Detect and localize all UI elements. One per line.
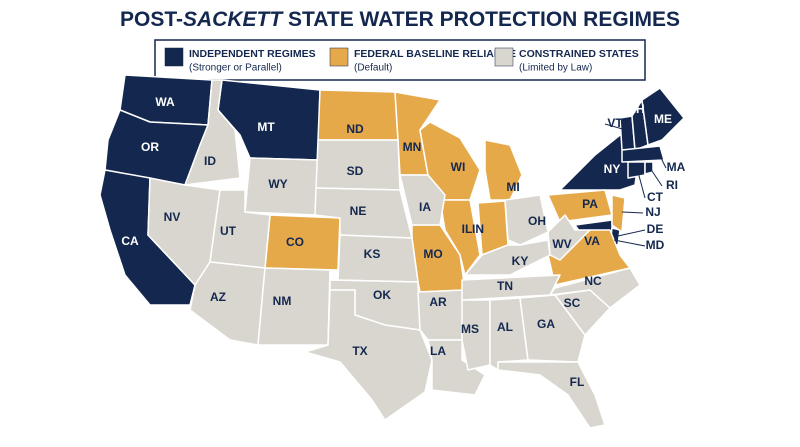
state-label: TN (497, 279, 513, 293)
state-label: NM (273, 294, 292, 308)
state-label: TX (352, 344, 367, 358)
state (184, 79, 241, 186)
state-label: IN (472, 222, 484, 236)
legend-subtitle: (Limited by Law) (519, 63, 592, 74)
state-label: NV (164, 210, 181, 224)
state-label: KY (512, 254, 529, 268)
state-label: NH (627, 102, 644, 116)
state-label: NY (604, 162, 621, 176)
state-label: IA (419, 200, 431, 214)
title-prefix: POST- (119, 8, 183, 31)
state-label: WA (155, 95, 175, 109)
title-emphasis: SACKETT (183, 8, 283, 31)
state-label: AZ (210, 290, 226, 304)
state-label: SC (564, 296, 581, 310)
legend-swatch (494, 47, 514, 67)
state (497, 361, 606, 429)
state-label: WI (451, 160, 466, 174)
state-label: MO (423, 247, 442, 261)
state-label: RI (666, 178, 678, 192)
legend-title: FEDERAL BASELINE RELIANCE (354, 48, 516, 60)
legend-title: INDEPENDENT REGIMES (189, 48, 316, 60)
legend-swatch (329, 47, 349, 67)
state-label: MN (403, 140, 422, 154)
state-label: MS (461, 322, 479, 336)
state (504, 194, 549, 246)
state-label: MI (506, 180, 519, 194)
leader-line (649, 167, 663, 187)
state (627, 161, 646, 179)
state-label: WV (552, 237, 571, 251)
state-label: DE (647, 222, 664, 236)
title: POST-SACKETT STATE WATER PROTECTION REGI… (0, 8, 800, 32)
state-label: PA (582, 197, 598, 211)
leader-line (659, 155, 667, 169)
state (257, 267, 331, 346)
state (464, 239, 551, 276)
state-label: CT (647, 190, 664, 204)
state-label: MA (667, 160, 686, 174)
state-label: OR (141, 140, 159, 154)
legend-subtitle: (Default) (354, 63, 392, 74)
legend-subtitle: (Stronger or Parallel) (189, 63, 282, 74)
state (611, 194, 626, 233)
state-label: KS (364, 247, 381, 261)
state-label: SD (347, 164, 364, 178)
state-label: AR (429, 295, 447, 309)
states (99, 74, 685, 429)
leader-line (613, 239, 646, 247)
state-label: OK (373, 288, 391, 302)
legend-title: CONSTRAINED STATES (519, 48, 639, 60)
state-label: LA (430, 344, 446, 358)
state (641, 87, 685, 146)
state-label: CO (286, 235, 304, 249)
state (547, 189, 613, 223)
state-label: GA (537, 317, 555, 331)
legend-swatch (164, 47, 184, 67)
state (621, 145, 665, 163)
state-label: FL (570, 375, 585, 389)
leader-line (604, 123, 627, 131)
state (461, 299, 491, 371)
leader-line (617, 229, 646, 237)
legend-box (154, 39, 646, 81)
state (304, 289, 433, 421)
state-label: WY (268, 177, 287, 191)
state-label: CA (121, 234, 139, 248)
state-label: UT (220, 224, 237, 238)
state-label: ND (346, 122, 364, 136)
state-label: ME (654, 112, 672, 126)
state-label: MT (257, 120, 275, 134)
state-label: MD (646, 238, 665, 252)
state (547, 214, 591, 261)
state-label: ID (204, 154, 216, 168)
state (644, 161, 654, 175)
state-label: NJ (645, 205, 660, 219)
state-label: OH (528, 214, 546, 228)
state-label: AL (497, 320, 513, 334)
state-label: VA (584, 234, 600, 248)
state-label: NE (350, 204, 367, 218)
title-suffix: STATE WATER PROTECTION REGIMES (282, 8, 681, 31)
state-label: VT (607, 116, 623, 130)
state (189, 261, 266, 346)
state (399, 174, 446, 226)
state-label: NC (584, 274, 602, 288)
leader-line (621, 211, 644, 214)
leader-line (637, 171, 646, 199)
state-label: IL (462, 222, 473, 236)
state (461, 274, 561, 301)
